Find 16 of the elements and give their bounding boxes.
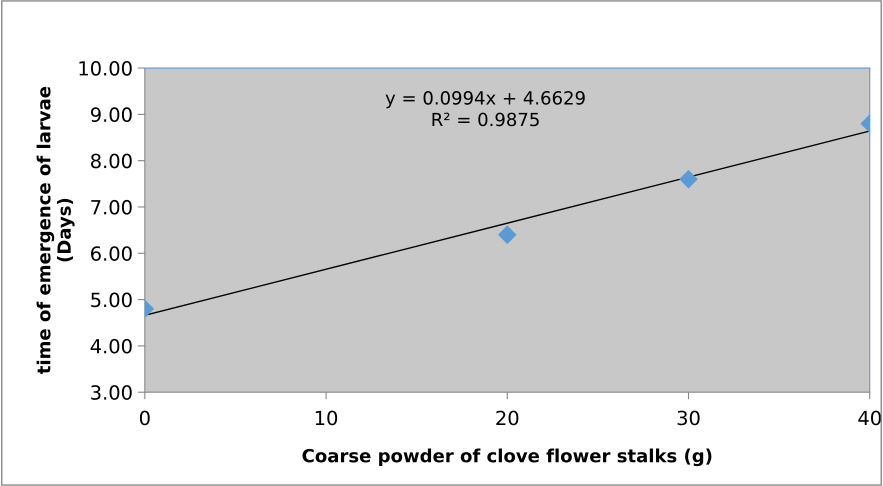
y-tick-label: 4.00 (90, 338, 132, 354)
y-axis-title: time of emergence of larvae (Days) (36, 86, 75, 374)
y-tick-label: 8.00 (91, 154, 132, 168)
x-tick-label: 30 (678, 410, 700, 426)
x-tick-label: 20 (496, 410, 518, 426)
x-axis-title: Coarse powder of clove flower stalks (g) (302, 448, 712, 466)
y-tick-label: 7.00 (91, 200, 132, 215)
y-tick-label: 9.00 (90, 107, 132, 122)
y-tick-label: 3.00 (91, 385, 132, 400)
x-tick-label: 10 (316, 410, 338, 426)
y-tick-label: 6.00 (91, 246, 132, 261)
x-tick-label: 40 (858, 410, 881, 426)
y-tick-label: 5.00 (91, 292, 132, 308)
y-tick-label: 10.00 (79, 60, 132, 76)
x-tick-label: 0 (140, 410, 150, 426)
annotation: y = 0.0994x + 4.6629 R² = 0.9875 (386, 91, 585, 126)
